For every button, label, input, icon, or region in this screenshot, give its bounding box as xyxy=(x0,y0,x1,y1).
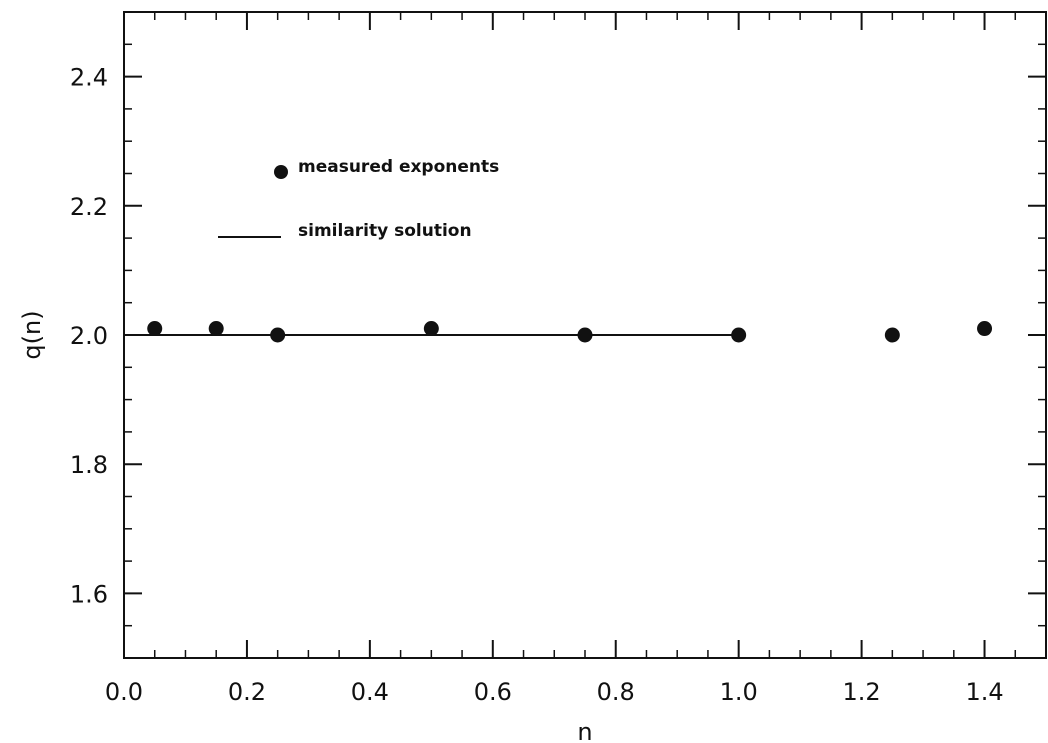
x-tick-label: 1.4 xyxy=(965,678,1003,706)
legend-label-similarity: similarity solution xyxy=(298,221,472,241)
measured-exponent-point xyxy=(423,321,439,337)
axis-ticks xyxy=(123,11,1047,659)
y-tick-label: 2.4 xyxy=(70,64,108,92)
series-points xyxy=(147,321,993,343)
x-tick-label: 0.0 xyxy=(105,678,143,706)
x-tick-label: 1.0 xyxy=(720,678,758,706)
y-tick-label: 2.2 xyxy=(70,193,108,221)
measured-exponent-point xyxy=(147,321,163,337)
x-tick-label: 0.4 xyxy=(351,678,389,706)
measured-exponent-point xyxy=(731,327,747,343)
measured-exponent-point xyxy=(577,327,593,343)
tick-labels: 0.0 0.2 0.4 0.6 0.8 1.0 1.2 1.4 1.6 1.8 2.0 2.2 2.4 xyxy=(70,64,1004,706)
x-axis-title: n xyxy=(577,718,592,743)
measured-exponent-point xyxy=(270,327,286,343)
measured-exponent-point xyxy=(884,327,900,343)
y-axis-title: q(n) xyxy=(18,310,46,359)
legend: measured exponents similarity solution xyxy=(218,157,499,241)
x-tick-label: 0.2 xyxy=(228,678,266,706)
y-tick-label: 1.8 xyxy=(70,451,108,479)
x-tick-label: 0.6 xyxy=(474,678,512,706)
y-tick-label: 2.0 xyxy=(70,322,108,350)
legend-marker-measured xyxy=(274,165,288,179)
x-tick-label: 1.2 xyxy=(843,678,881,706)
y-tick-label: 1.6 xyxy=(70,580,108,608)
x-tick-label: 0.8 xyxy=(597,678,635,706)
measured-exponent-point xyxy=(977,321,993,337)
legend-label-measured: measured exponents xyxy=(298,157,499,177)
measured-exponent-point xyxy=(208,321,224,337)
